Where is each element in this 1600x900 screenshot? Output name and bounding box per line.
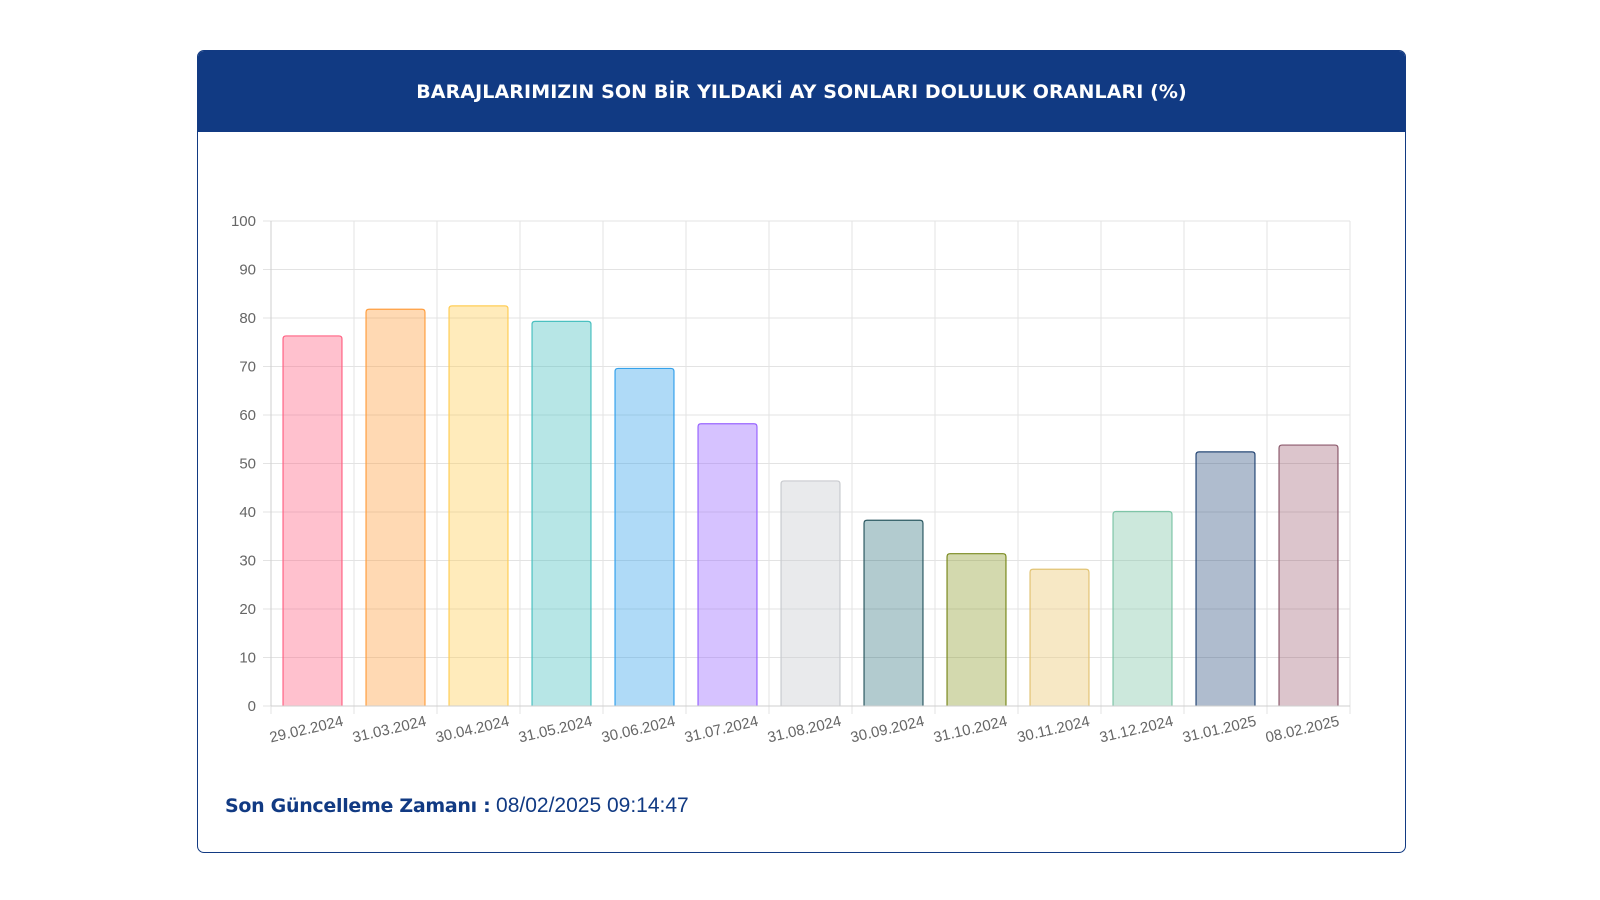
- bar-outline: [365, 308, 426, 706]
- bar-30-09-2024[interactable]: [864, 520, 923, 706]
- card-header: BARAJLARIMIZIN SON BİR YILDAKİ AY SONLAR…: [198, 51, 1405, 132]
- bar-outline: [780, 480, 841, 706]
- bar-outline: [1029, 568, 1090, 706]
- x-tick-label: 30.09.2024: [849, 713, 926, 746]
- y-tick-labels: 0 10 20 30 40 50 60 70 80 90 100: [231, 213, 256, 715]
- x-tick-label: 30.04.2024: [434, 713, 511, 746]
- bar-30-06-2024[interactable]: [615, 368, 674, 706]
- x-tick-label: 31.08.2024: [766, 713, 843, 746]
- x-tick-label: 30.11.2024: [1016, 713, 1092, 746]
- y-tick-label: 100: [231, 213, 256, 230]
- x-tick-label: 29.02.2024: [268, 713, 345, 746]
- x-tick-labels: 29.02.2024 31.03.2024 30.04.2024 31.05.2024…: [268, 713, 1341, 746]
- bar-chart: 0 10 20 30 40 50 60 70 80 90 100 29.02.2024 31.03.2…: [231, 213, 1351, 746]
- bar-outline: [1195, 451, 1256, 706]
- bar-31-12-2024[interactable]: [1113, 511, 1172, 706]
- bar-30-04-2024[interactable]: [449, 305, 508, 706]
- bar-31-10-2024[interactable]: [947, 553, 1006, 706]
- x-tick-label: 31.03.2024: [351, 713, 428, 746]
- chart-title: BARAJLARIMIZIN SON BİR YILDAKİ AY SONLAR…: [416, 80, 1187, 103]
- last-update-label: Son Güncelleme Zamanı :: [225, 795, 491, 817]
- bar-31-05-2024[interactable]: [532, 321, 591, 706]
- y-tick-label: 60: [239, 407, 256, 424]
- chart-area: 0 10 20 30 40 50 60 70 80 90 100 29.02.2024 31.03.2…: [198, 132, 1404, 792]
- bar-31-01-2025[interactable]: [1196, 451, 1255, 706]
- last-update: Son Güncelleme Zamanı : 08/02/2025 09:14…: [225, 794, 689, 818]
- y-tick-label: 90: [239, 262, 256, 279]
- y-tick-label: 30: [239, 553, 256, 570]
- x-tick-label: 31.05.2024: [517, 713, 594, 746]
- bar-31-08-2024[interactable]: [781, 480, 840, 706]
- bar-outline: [282, 335, 343, 706]
- bar-outline: [863, 519, 924, 706]
- y-tick-label: 40: [239, 504, 256, 521]
- y-tick-label: 50: [239, 456, 256, 473]
- bar-outline: [697, 423, 758, 706]
- y-tick-label: 0: [248, 698, 256, 715]
- bar-29-02-2024[interactable]: [283, 335, 342, 706]
- bar-outline: [1112, 510, 1173, 706]
- axes: [270, 221, 1350, 707]
- bar-30-11-2024[interactable]: [1030, 569, 1089, 706]
- bar-outline: [946, 553, 1007, 706]
- x-tick-label: 31.10.2024: [932, 713, 1009, 746]
- x-tick-label: 08.02.2025: [1264, 713, 1341, 746]
- x-tick-label: 31.12.2024: [1098, 713, 1175, 746]
- bar-outline: [614, 367, 675, 706]
- bar-08-02-2025[interactable]: [1279, 445, 1338, 706]
- y-tick-label: 80: [239, 310, 256, 327]
- bar-outline: [448, 305, 509, 706]
- bar-31-07-2024[interactable]: [698, 423, 757, 706]
- bar-31-03-2024[interactable]: [366, 309, 425, 706]
- y-tick-label: 20: [239, 601, 256, 618]
- chart-card: BARAJLARIMIZIN SON BİR YILDAKİ AY SONLAR…: [197, 50, 1406, 853]
- x-tick-label: 31.01.2025: [1181, 713, 1258, 746]
- y-tick-label: 70: [239, 359, 256, 376]
- bars: [282, 305, 1339, 706]
- bar-outline: [531, 320, 592, 706]
- bar-outline: [1278, 444, 1339, 706]
- y-tick-label: 10: [239, 650, 256, 667]
- last-update-value: 08/02/2025 09:14:47: [496, 794, 689, 817]
- x-tick-label: 31.07.2024: [683, 713, 760, 746]
- x-tick-label: 30.06.2024: [600, 713, 677, 746]
